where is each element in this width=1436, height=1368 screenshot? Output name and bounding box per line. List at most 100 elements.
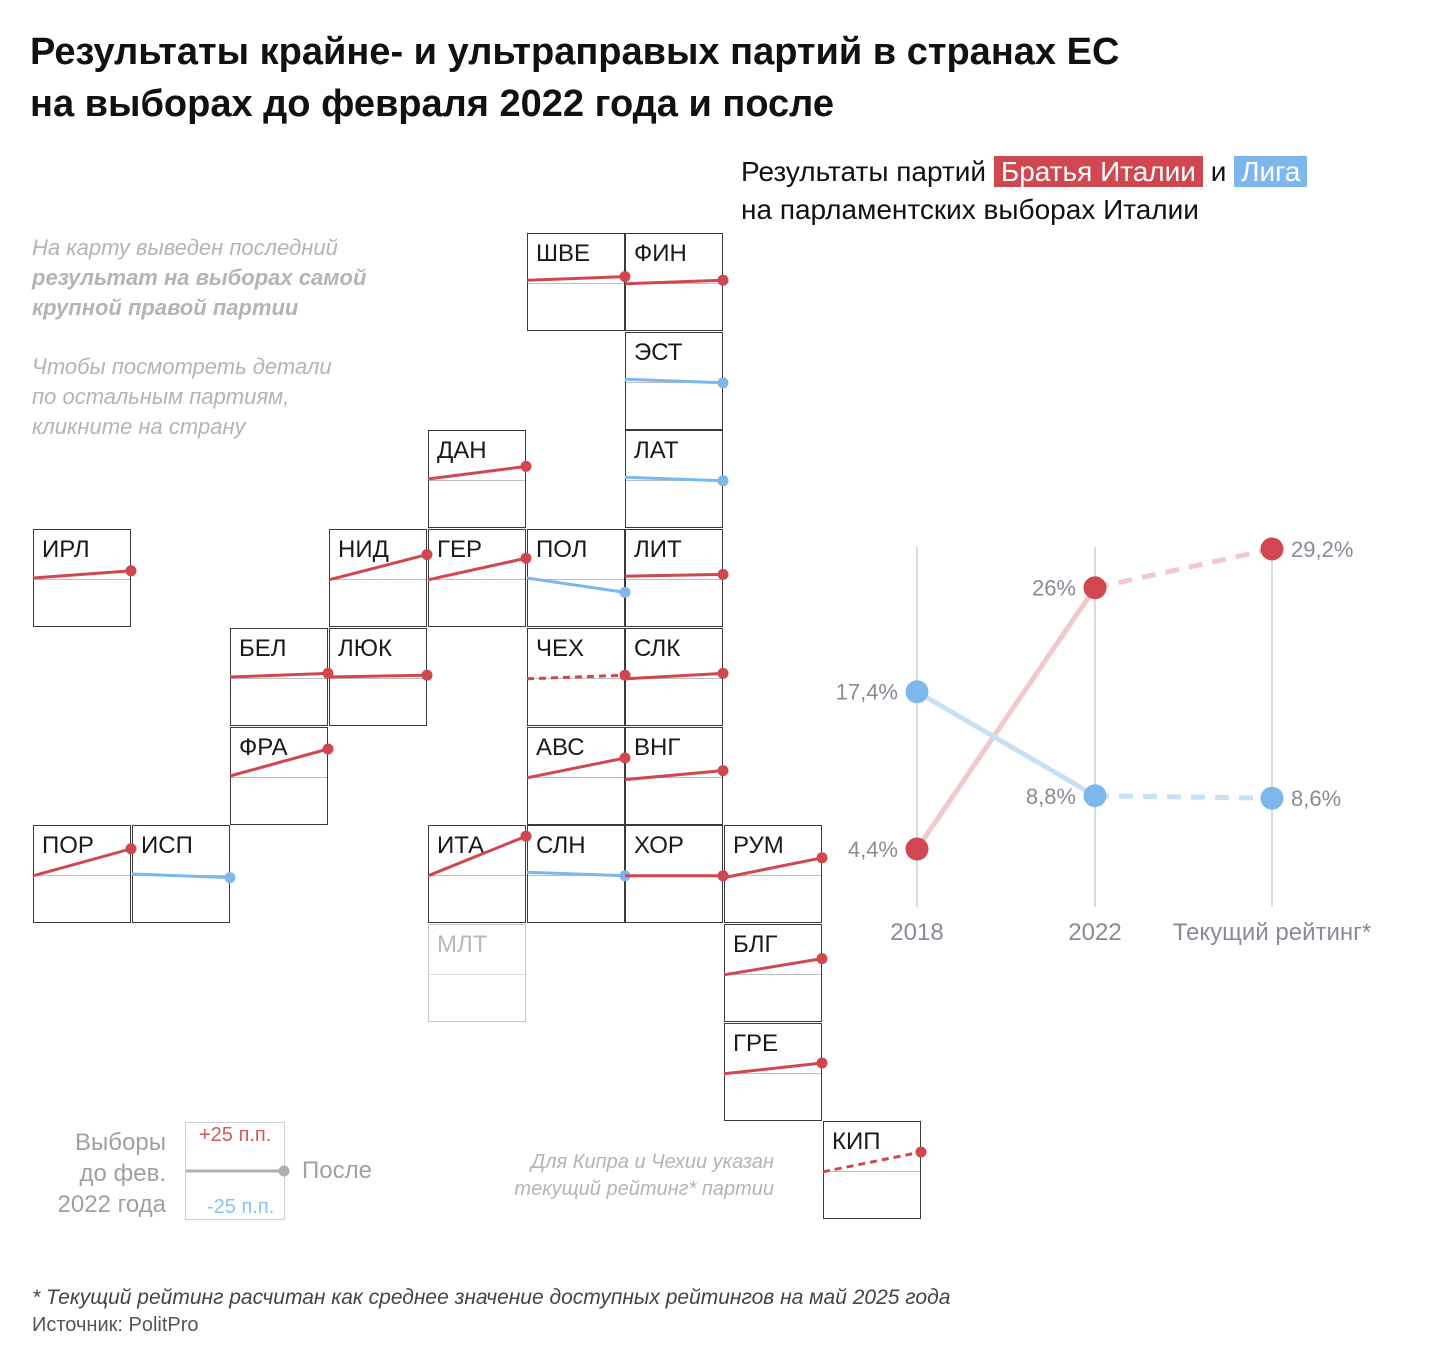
country-after-dot — [717, 274, 729, 286]
country-tile[interactable]: ЛИТ — [625, 529, 723, 627]
country-after-dot — [717, 765, 729, 777]
data-point — [1083, 784, 1107, 808]
cyprus-czech-note: Для Кипра и Чехии указан текущий рейтинг… — [440, 1149, 774, 1203]
data-point — [1260, 786, 1284, 810]
country-code: ДАН — [437, 437, 487, 464]
country-change-line — [624, 572, 724, 578]
country-after-dot — [915, 1146, 927, 1158]
country-after-dot — [619, 752, 631, 764]
tile-baseline — [330, 678, 426, 679]
country-tile: МЛТ — [428, 924, 526, 1022]
footnote: * Текущий рейтинг расчитан как среднее з… — [32, 1286, 951, 1309]
country-change-line — [624, 278, 724, 286]
country-after-dot — [619, 586, 631, 598]
country-tile[interactable]: ПОР — [33, 825, 131, 923]
tile-baseline — [330, 579, 426, 580]
country-tile[interactable]: ГРЕ — [724, 1023, 822, 1121]
country-after-dot — [520, 460, 532, 472]
country-code: КИП — [832, 1128, 881, 1155]
legend-minus-label: -25 п.п. — [207, 1196, 275, 1218]
country-after-dot — [619, 271, 631, 283]
legend-after-label: После — [302, 1157, 372, 1184]
country-change-line — [526, 673, 626, 681]
tile-baseline — [725, 1073, 821, 1074]
country-after-dot — [421, 549, 433, 561]
data-point — [1260, 537, 1284, 561]
data-point — [1083, 576, 1107, 600]
country-tile[interactable]: РУМ — [724, 825, 822, 923]
country-code: ЧЕХ — [536, 635, 585, 662]
country-change-line — [427, 556, 527, 582]
country-code: АВС — [536, 734, 585, 761]
country-code: ЛАТ — [634, 437, 679, 464]
legend-plus-label: +25 п.п. — [199, 1124, 272, 1146]
country-code: ИСП — [141, 832, 193, 859]
data-point — [905, 680, 929, 704]
x-tick-label: Текущий рейтинг* — [1173, 919, 1372, 946]
country-after-dot — [125, 565, 137, 577]
country-code: ХОР — [634, 832, 684, 859]
country-tile[interactable]: ШВЕ — [527, 233, 625, 331]
country-change-line — [229, 747, 329, 778]
legend-after-dot — [278, 1165, 290, 1177]
map-note-line-4: Чтобы посмотреть детали — [32, 354, 332, 379]
country-change-line — [723, 957, 823, 977]
x-tick-label: 2018 — [890, 919, 943, 946]
country-after-dot — [717, 667, 729, 679]
country-change-line — [526, 756, 626, 780]
country-code: БЛГ — [733, 931, 778, 958]
country-code: ПОЛ — [536, 536, 588, 563]
legend-before-label: Выборы до фев. 2022 года — [26, 1127, 166, 1220]
country-tile[interactable]: ИТА — [428, 825, 526, 923]
data-point — [905, 837, 929, 861]
country-tile[interactable]: ХОР — [625, 825, 723, 923]
country-change-line — [427, 834, 527, 878]
page-title-line-1: Результаты крайне- и ультраправых партий… — [30, 31, 1120, 73]
country-tile[interactable]: ПОЛ — [527, 529, 625, 627]
data-label: 29,2% — [1291, 537, 1353, 562]
cyprus-czech-note-line-2: текущий рейтинг* партии — [514, 1178, 774, 1200]
tile-baseline — [725, 875, 821, 876]
country-tile[interactable]: ДАН — [428, 430, 526, 528]
tile-baseline — [528, 283, 624, 284]
tile-baseline — [429, 974, 525, 975]
country-tile[interactable]: ГЕР — [428, 529, 526, 627]
data-label: 8,8% — [1026, 784, 1076, 809]
tile-baseline — [626, 678, 722, 679]
country-code: ЭСТ — [634, 339, 683, 366]
country-change-line — [624, 377, 724, 385]
tile-baseline — [725, 974, 821, 975]
tile-baseline — [34, 875, 130, 876]
italy-chart-title: Результаты партий Братья Италии и Лига н… — [741, 153, 1308, 229]
country-tile[interactable]: ФРА — [230, 727, 328, 825]
country-code: ИРЛ — [42, 536, 90, 563]
country-after-dot — [816, 953, 828, 965]
legend-before-line-3: 2022 года — [57, 1191, 166, 1218]
country-after-dot — [125, 843, 137, 855]
country-after-dot — [717, 475, 729, 487]
country-change-line — [526, 576, 626, 594]
country-code: ВНГ — [634, 734, 681, 761]
data-label: 26% — [1032, 576, 1076, 601]
country-tile[interactable]: НИД — [329, 529, 427, 627]
country-after-dot — [224, 872, 236, 884]
tile-baseline — [429, 875, 525, 876]
country-code: ПОР — [42, 832, 94, 859]
country-code: ФРА — [239, 734, 288, 761]
series-segment-election — [915, 689, 1097, 798]
country-code: СЛН — [536, 832, 586, 859]
country-change-line — [526, 870, 626, 878]
tile-baseline — [626, 579, 722, 580]
country-code: НИД — [338, 536, 389, 563]
country-change-line — [624, 475, 724, 483]
country-after-dot — [816, 1057, 828, 1069]
country-change-line — [427, 464, 527, 481]
country-after-dot — [520, 552, 532, 564]
cyprus-czech-note-line-1: Для Кипра и Чехии указан — [531, 1151, 774, 1173]
tile-baseline — [429, 579, 525, 580]
country-after-dot — [421, 669, 433, 681]
country-after-dot — [717, 568, 729, 580]
tile-baseline — [528, 579, 624, 580]
country-change-line — [229, 671, 329, 679]
